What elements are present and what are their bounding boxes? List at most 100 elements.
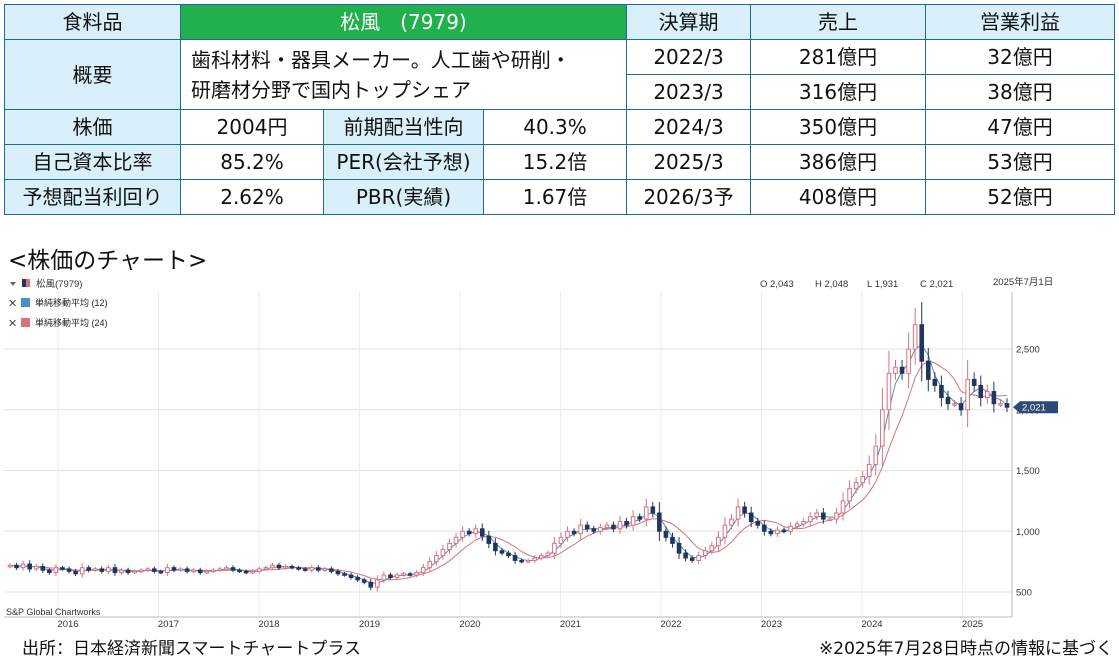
candle-body [138,569,144,573]
candle-body [617,521,623,530]
collapse-triangle-icon[interactable] [10,282,16,286]
stock-price-chart[interactable]: 松風(7979) O 2,043 H 2,048 L 1,931 C 2,021… [0,270,1119,632]
x-tick-label: 2017 [158,619,179,630]
candle-body [716,536,721,547]
last-price-label: 2,021 [1022,403,1046,414]
candle-body [204,570,210,574]
candle-body [748,512,754,523]
x-tick-label: 2016 [57,619,78,630]
candle-body [191,569,196,573]
ma12-legend-label: 単純移動平均 (12) [35,297,108,308]
candle-body [7,564,13,568]
remove-ma24-icon[interactable]: ✕ [8,318,17,330]
candle-body [545,552,551,557]
candle-body [53,567,59,574]
x-tick-label: 2018 [258,619,279,630]
candle-body [886,372,892,411]
candle-body [755,521,761,526]
candle-body [414,572,419,576]
candle-body [125,569,131,574]
date-readout: 2025年7月1日 [993,276,1053,288]
candle-body [532,557,538,561]
candle-body [899,366,905,374]
candle-body [939,384,944,399]
candle-body [676,542,682,554]
candle-body [762,524,767,532]
candle-body [552,542,557,554]
candle-body [14,564,19,569]
candle-body [289,565,295,569]
y-tick-label: 500 [1016,588,1032,599]
x-tick-label: 2021 [560,619,581,630]
operating-profit-cell: 32億円 [925,39,1115,75]
operating-profit-cell: 52億円 [925,179,1115,215]
sales-cell: 408億円 [750,179,926,215]
candle-body [788,525,793,532]
candle-body [978,384,984,399]
remove-ma12-icon[interactable]: ✕ [8,298,17,310]
candle-body [821,512,826,520]
candle-body [657,512,662,532]
candle-body [506,552,511,557]
chart-section-title: <株価のチャート> [8,248,208,274]
candle-body [66,568,72,572]
candle-body [775,529,780,535]
candle-body [250,570,255,574]
candle-body [197,569,203,574]
candle-body [381,574,387,581]
candle-body [696,555,702,561]
fiscal-year-cell: 2024/3 [626,109,751,145]
price-tag-shape [1013,401,1058,414]
fiscal-year-cell: 2023/3 [626,74,751,110]
candle-body [709,545,715,552]
candle-body [565,530,570,538]
series-swatch-icon [26,279,30,287]
candle-body [112,567,118,574]
candle-body [73,570,78,575]
candle-body [643,506,649,520]
candle-body [880,409,885,447]
candle-body [958,403,964,411]
y-tick-label: 1,500 [1016,466,1040,477]
candle-body [768,530,774,535]
candle-body [283,565,288,569]
candle-body [794,523,800,527]
candle-body [807,516,813,523]
candle-body [965,378,970,411]
candle-body [781,529,787,533]
x-tick-label: 2023 [761,619,782,630]
candle-body [407,573,413,576]
candle-body [952,403,957,406]
chart-background [0,270,1119,632]
grid-lines [4,292,1013,618]
candle-body [99,568,105,572]
candle-body [571,530,577,535]
candlesticks [7,302,1010,592]
candle-body [361,579,367,583]
candle-body [20,563,26,569]
candle-body [493,542,498,552]
candle-body [538,555,544,559]
candle-body [256,568,262,572]
candle-body [145,568,151,571]
candle-body [604,524,610,529]
x-tick-label: 2019 [359,619,380,630]
candle-body [971,378,977,386]
candle-body [834,512,839,520]
x-tick-label: 2024 [861,619,882,630]
candle-body [184,568,190,572]
description-line-1: 歯科材料・器具メーカー。人工歯や研削・ [191,47,571,72]
header-sales: 売上 [750,4,926,40]
candle-body [296,567,301,570]
sales-cell: 386億円 [750,144,926,180]
low-readout: L 1,931 [867,279,898,290]
candle-body [322,568,328,571]
candle-body [689,557,695,561]
dividend-yield-value: 2.62% [180,179,324,215]
candle-body [499,550,505,554]
candle-body [729,518,734,526]
source-note: 出所：日本経済新聞スマートチャートプラス [22,639,361,659]
fiscal-year-cell: 2026/3予 [626,179,751,215]
company-name: 松風 (7979) [180,4,627,40]
candle-body [932,378,938,386]
